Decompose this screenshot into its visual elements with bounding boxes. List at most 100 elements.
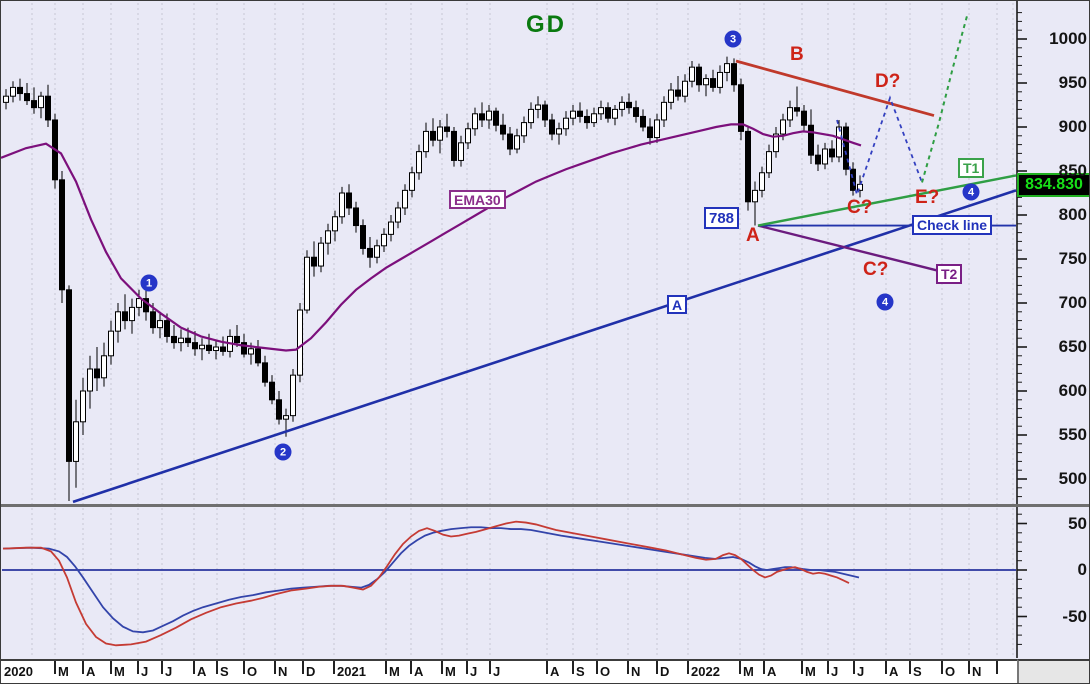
red-b-line bbox=[735, 59, 935, 117]
candle-body bbox=[486, 110, 492, 121]
x-axis-label: J bbox=[141, 664, 149, 679]
candle-body bbox=[829, 148, 835, 158]
label-a[interactable]: A bbox=[746, 225, 760, 246]
wave-3-marker[interactable]: 3 bbox=[724, 30, 742, 48]
candle-body bbox=[164, 320, 170, 337]
candle-body bbox=[647, 126, 653, 139]
x-axis-label: N bbox=[278, 664, 288, 679]
candle-body bbox=[171, 335, 177, 344]
x-axis-tick bbox=[627, 661, 629, 674]
x-axis-label: A bbox=[414, 664, 424, 679]
y-axis-label: 700 bbox=[1058, 293, 1087, 312]
x-axis-label: M bbox=[805, 664, 816, 679]
candle-body bbox=[115, 311, 121, 332]
level-788-label[interactable]: 788 bbox=[704, 207, 740, 229]
candle-body bbox=[185, 337, 191, 344]
x-axis-tick bbox=[687, 661, 689, 674]
oscillator-red-line bbox=[2, 520, 850, 647]
wave-4-marker-lower[interactable]: 4 bbox=[876, 293, 894, 311]
panel-divider[interactable] bbox=[1, 504, 1089, 507]
candle-body bbox=[297, 309, 303, 376]
candle-body bbox=[850, 168, 856, 191]
candle-body bbox=[157, 320, 163, 329]
candle-body bbox=[332, 216, 338, 232]
candle-body bbox=[31, 100, 37, 109]
candle-body bbox=[521, 122, 527, 137]
label-e[interactable]: E? bbox=[915, 187, 940, 208]
candle-body bbox=[500, 124, 506, 135]
candle-body bbox=[682, 80, 688, 97]
candle-body bbox=[122, 311, 128, 322]
candle-body bbox=[10, 86, 16, 97]
candle-body bbox=[584, 115, 590, 124]
candle-body bbox=[220, 346, 226, 352]
wave-2-marker[interactable]: 2 bbox=[274, 443, 292, 461]
candle-body bbox=[528, 108, 534, 124]
check-line-label[interactable]: Check line bbox=[912, 215, 993, 235]
x-axis-tick bbox=[274, 661, 276, 674]
x-axis-label: A bbox=[889, 664, 899, 679]
candle-body bbox=[59, 179, 65, 291]
trendline-a-label[interactable]: A bbox=[667, 295, 688, 314]
candle-body bbox=[780, 119, 786, 135]
candle-body bbox=[339, 192, 345, 218]
label-b[interactable]: B bbox=[790, 44, 804, 65]
x-axis-label: O bbox=[945, 664, 956, 679]
candle-body bbox=[248, 348, 254, 355]
candle-body bbox=[213, 346, 219, 352]
candle-body bbox=[773, 133, 779, 153]
candle-body bbox=[703, 78, 709, 86]
label-c-lower[interactable]: C? bbox=[863, 259, 889, 280]
candle-body bbox=[808, 124, 814, 156]
candle-body bbox=[45, 95, 51, 121]
candle-body bbox=[150, 311, 156, 329]
candle-body bbox=[472, 113, 478, 130]
candle-body bbox=[374, 245, 380, 258]
label-d[interactable]: D? bbox=[875, 71, 901, 92]
candle-body bbox=[283, 415, 289, 420]
candle-body bbox=[626, 101, 632, 109]
x-axis-tick bbox=[410, 661, 412, 674]
candle-body bbox=[24, 93, 30, 102]
t2-label[interactable]: T2 bbox=[936, 264, 963, 284]
x-axis-label: S bbox=[913, 664, 922, 679]
candle-body bbox=[136, 298, 142, 308]
candle-body bbox=[549, 119, 555, 135]
trendline-a bbox=[72, 189, 1017, 504]
candle-body bbox=[409, 172, 415, 191]
x-axis-tick bbox=[996, 661, 998, 674]
x-axis-tick bbox=[441, 661, 443, 674]
y-axis-label: 600 bbox=[1058, 381, 1087, 400]
x-axis-tick bbox=[161, 661, 163, 674]
x-axis-strip: 2020 M A M J J A S O N D 2021 M A M J J A S O N D 2022 M A M J J A S O… bbox=[1, 659, 1017, 683]
x-axis-tick bbox=[82, 661, 84, 674]
x-axis-label: J bbox=[857, 664, 865, 679]
x-axis-tick bbox=[54, 661, 56, 674]
candle-body bbox=[556, 128, 562, 135]
candle-body bbox=[479, 113, 485, 121]
candle-body bbox=[73, 421, 79, 462]
candle-body bbox=[836, 126, 842, 158]
t1-label[interactable]: T1 bbox=[958, 158, 985, 178]
label-c-upper[interactable]: C? bbox=[847, 197, 873, 218]
x-axis-tick bbox=[385, 661, 387, 674]
x-axis-tick bbox=[941, 661, 943, 674]
symbol-title: GD bbox=[526, 11, 566, 38]
y-axis-label: 550 bbox=[1058, 425, 1087, 444]
wave-4-marker-upper[interactable]: 4 bbox=[962, 183, 980, 201]
x-axis-label: N bbox=[631, 664, 641, 679]
x-axis-tick bbox=[333, 661, 335, 674]
wave-1-marker[interactable]: 1 bbox=[140, 274, 158, 292]
candle-body bbox=[465, 128, 471, 144]
x-axis-label: 2020 bbox=[4, 664, 33, 679]
candle-body bbox=[402, 189, 408, 209]
x-axis-tick bbox=[489, 661, 491, 674]
chart-canvas[interactable] bbox=[1, 1, 1090, 659]
candle-body bbox=[416, 151, 422, 174]
x-axis-label: J bbox=[493, 664, 501, 679]
y-axis-label: 0 bbox=[1077, 560, 1087, 579]
ema30-label[interactable]: EMA30 bbox=[449, 190, 506, 209]
candle-body bbox=[129, 306, 135, 322]
candle-body bbox=[815, 154, 821, 165]
candle-body bbox=[234, 335, 240, 344]
